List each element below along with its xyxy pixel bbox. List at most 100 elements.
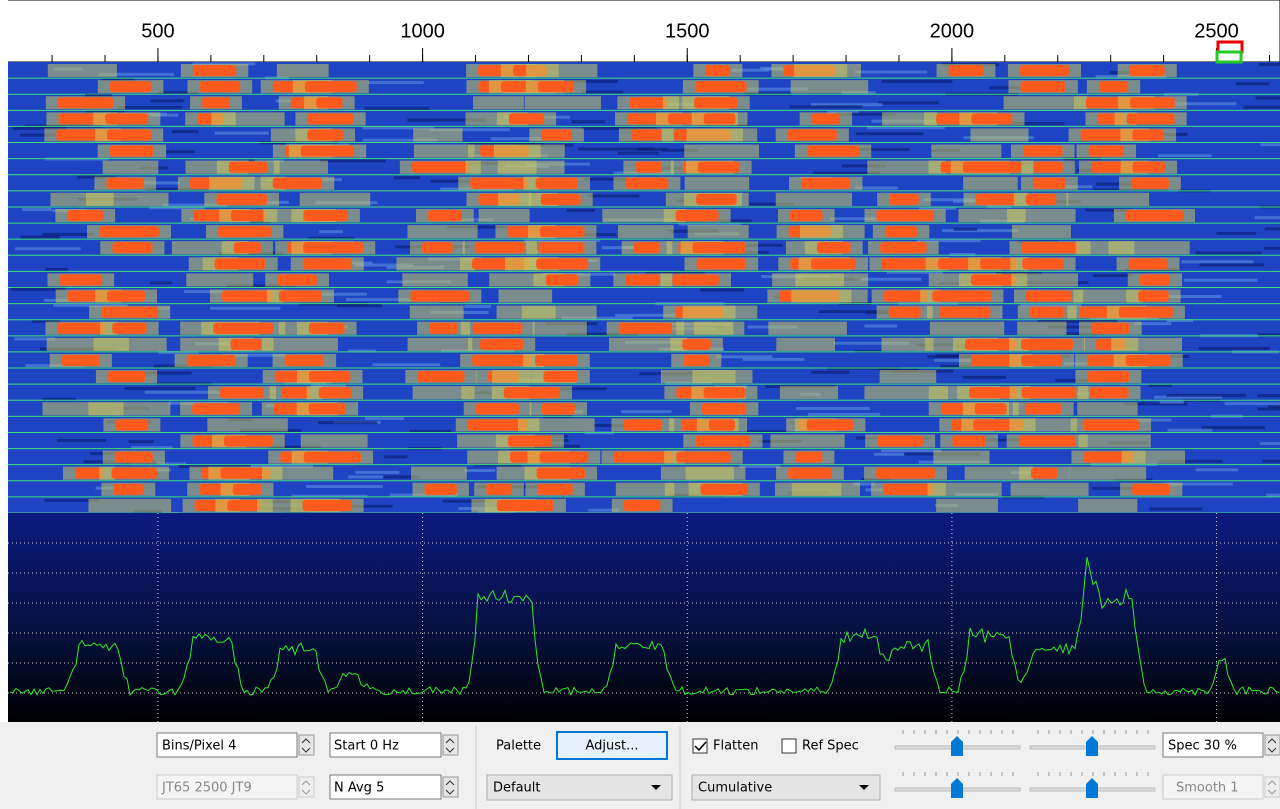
signal-halo (684, 176, 750, 190)
signal-halo (879, 370, 937, 384)
noise (645, 270, 705, 274)
signal (696, 258, 747, 270)
signal-halo (692, 370, 753, 384)
signal (682, 338, 711, 350)
signal (308, 403, 347, 415)
signal (224, 435, 273, 447)
slider[interactable] (894, 778, 1021, 798)
noise (291, 494, 368, 498)
noise (1254, 216, 1280, 220)
signal-halo (493, 144, 565, 158)
signal (112, 242, 153, 254)
noise (130, 462, 186, 466)
signal (880, 242, 927, 254)
noise (864, 324, 898, 328)
signal (427, 209, 462, 222)
signal (1125, 209, 1184, 222)
noise (1149, 507, 1203, 511)
signal-halo (412, 386, 475, 400)
signal (675, 209, 719, 222)
bins-text: Bins/Pixel 4 (162, 739, 236, 754)
signal (540, 193, 581, 205)
noise (916, 239, 981, 243)
signal-halo (276, 64, 329, 78)
signal-halo (1010, 482, 1089, 496)
slider-thumb (1086, 736, 1098, 756)
signal-halo (931, 144, 1002, 158)
noise (1158, 459, 1223, 463)
noise (996, 122, 1065, 126)
noise (588, 508, 619, 512)
signal-halo (1011, 273, 1078, 287)
adjust-button[interactable]: Adjust... (556, 731, 668, 760)
slider[interactable] (1029, 778, 1156, 798)
signal-halo (1073, 289, 1144, 303)
signal (1138, 290, 1169, 302)
slider[interactable] (894, 736, 1021, 756)
noise (409, 429, 451, 433)
signal (1088, 145, 1124, 157)
signal (318, 387, 352, 399)
signal-halo (867, 160, 946, 174)
navg-text: N Avg 5 (334, 781, 384, 796)
noise (1198, 346, 1270, 350)
noise (364, 417, 404, 421)
noise (337, 504, 393, 508)
noise (661, 148, 699, 152)
signal (308, 371, 351, 383)
signal-halo (300, 434, 368, 448)
bins-spinbox[interactable]: Bins/Pixel 4 (156, 732, 315, 758)
signal-halo (407, 337, 473, 351)
signal (422, 242, 453, 254)
signal-halo (1017, 321, 1067, 335)
smooth-spinbox: Smooth 1 (1162, 774, 1280, 800)
noise (1181, 260, 1254, 264)
signal (1022, 258, 1064, 270)
noise (53, 303, 128, 307)
left-margin (0, 0, 8, 722)
signal (470, 177, 528, 189)
noise (310, 383, 346, 387)
noise (1264, 227, 1280, 231)
noise (22, 207, 52, 211)
signal (1083, 451, 1134, 463)
noise (407, 118, 487, 122)
noise (1266, 493, 1280, 497)
signal-halo (794, 64, 861, 78)
noise (348, 475, 384, 479)
noise (490, 137, 565, 141)
spectrum-combo[interactable]: Cumulative (691, 774, 881, 801)
palette-combo[interactable]: Default (486, 774, 673, 801)
noise (124, 386, 196, 390)
signal (1129, 65, 1165, 77)
signal (107, 129, 152, 141)
noise (881, 79, 953, 83)
signal (613, 451, 673, 463)
signal-halo (686, 128, 758, 142)
noise (1216, 231, 1257, 235)
flatten-checkbox[interactable]: Flatten (692, 738, 759, 754)
signal (618, 322, 673, 334)
signal (1132, 483, 1171, 495)
signal-halo (1108, 241, 1190, 255)
noise (1243, 105, 1280, 109)
signal (507, 435, 552, 447)
noise (150, 99, 184, 103)
signal-halo (1121, 450, 1186, 464)
spec-spinbox[interactable]: Spec 30 % (1162, 732, 1280, 758)
start-spinbox[interactable]: Start 0 Hz (329, 732, 459, 758)
noise (345, 298, 422, 302)
rx-marker (1215, 50, 1243, 64)
navg-spinbox[interactable]: N Avg 5 (329, 774, 459, 800)
noise (226, 284, 296, 288)
slider-thumb (1086, 778, 1098, 798)
signal (496, 499, 554, 511)
signal (417, 371, 465, 383)
noise (811, 370, 850, 374)
refspec-checkbox[interactable]: Ref Spec (781, 738, 859, 754)
signal-halo (791, 482, 861, 496)
slider[interactable] (1029, 736, 1156, 756)
noise (372, 363, 441, 367)
signal (1019, 65, 1070, 77)
signal (884, 226, 918, 238)
